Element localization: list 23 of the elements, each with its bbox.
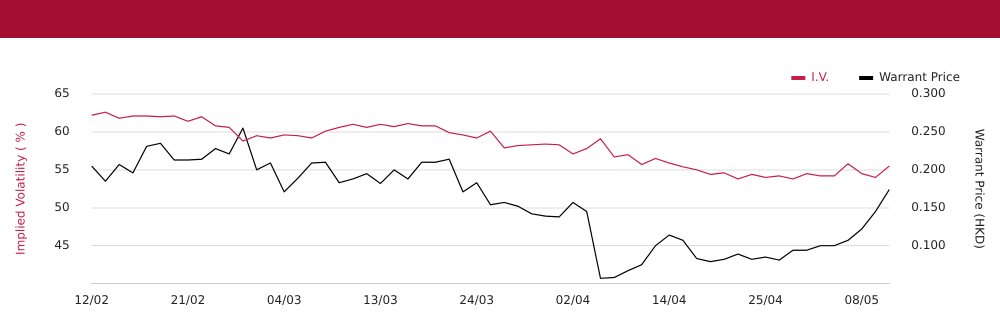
x-tick-label: 12/02 <box>74 292 109 307</box>
y-tick-label: 65 <box>54 86 70 100</box>
y2-axis-title: Warrant Price (HKD) <box>972 128 987 249</box>
y2-tick-label: 0.300 <box>911 86 946 100</box>
y-axis-title: Implied Volatility ( % ) <box>13 122 28 255</box>
y-tick-label: 55 <box>54 162 70 176</box>
y2-tick-label: 0.150 <box>911 200 946 214</box>
y2-tick-label: 0.250 <box>911 124 946 138</box>
x-tick-label: 02/04 <box>556 292 590 307</box>
y-tick-label: 60 <box>54 124 70 138</box>
y2-tick-label: 0.100 <box>911 238 946 252</box>
y-tick-label: 45 <box>54 238 70 252</box>
legend-label: I.V. <box>811 70 830 84</box>
x-tick-label: 04/03 <box>266 292 302 307</box>
x-tick-label: 14/04 <box>652 292 687 307</box>
y-tick-label: 50 <box>54 200 70 214</box>
y2-tick-label: 0.200 <box>911 162 946 176</box>
x-tick-label: 25/04 <box>748 292 783 307</box>
legend-label: Warrant Price <box>879 70 960 84</box>
x-tick-label: 13/03 <box>363 292 398 307</box>
x-tick-label: 21/02 <box>170 292 206 307</box>
x-tick-label: 24/03 <box>459 292 494 307</box>
x-tick-label: 08/05 <box>844 292 880 307</box>
